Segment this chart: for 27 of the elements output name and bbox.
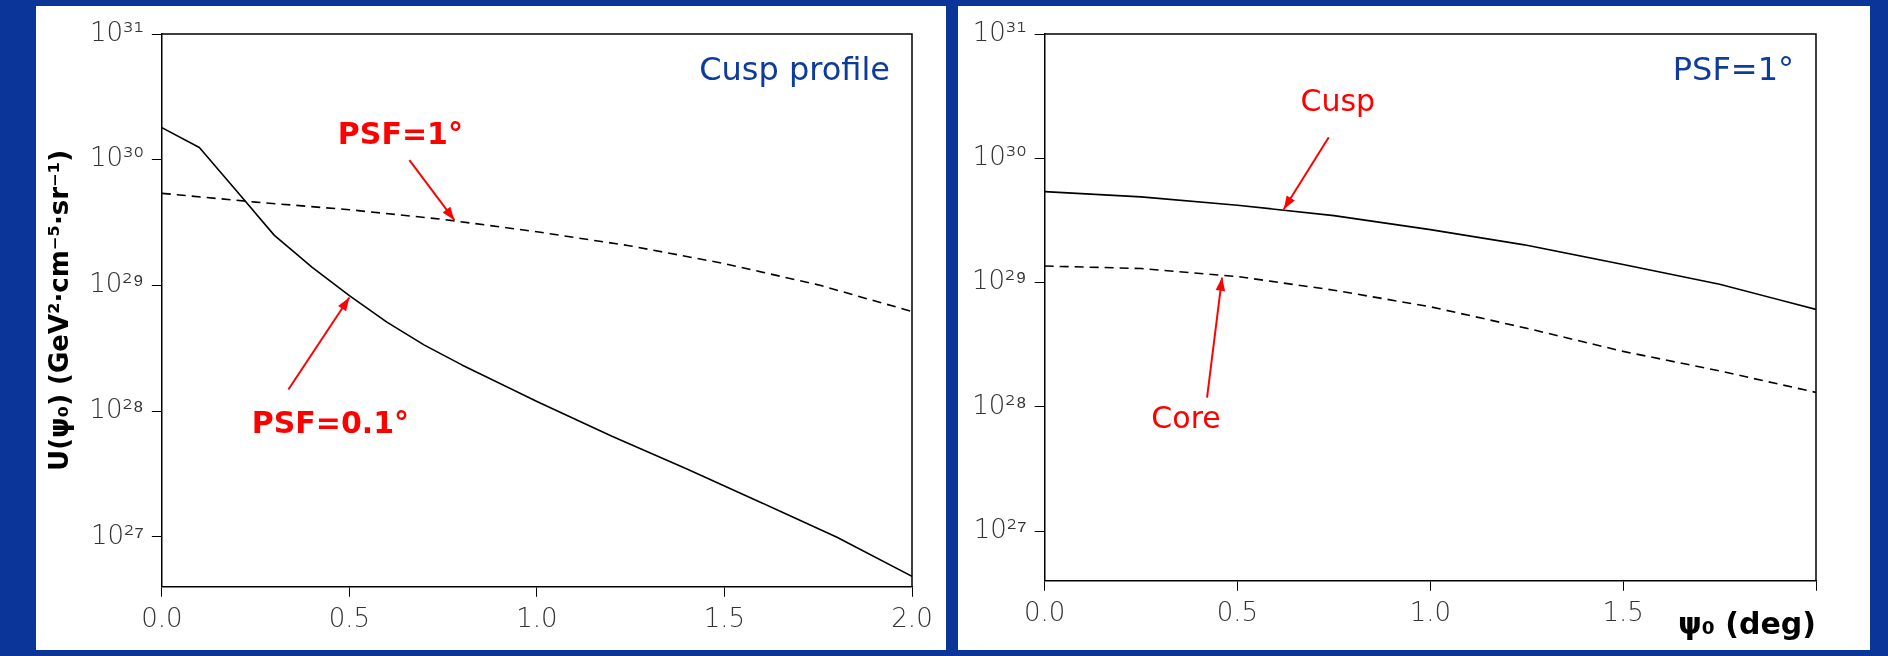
y-tick-label: 10²⁸ — [89, 393, 144, 424]
x-tick-label: 1.5 — [703, 603, 746, 634]
x-tick-label: 1.0 — [1409, 597, 1451, 628]
annotation: Cusp — [1300, 82, 1376, 118]
x-tick-label: 1.0 — [516, 603, 558, 634]
y-tick-label: 10³¹ — [972, 16, 1027, 47]
y-tick-label: 10²⁸ — [972, 389, 1027, 420]
text: Cusp profile — [699, 50, 890, 89]
x-tick-label: 0.0 — [141, 603, 183, 634]
x-tick-label: 1.5 — [1602, 597, 1644, 628]
x-tick-label: 0.0 — [1023, 597, 1066, 628]
x-tick-label: 2.0 — [891, 603, 933, 634]
y-tick-label: 10³⁰ — [89, 142, 144, 173]
x-tick-label: 0.5 — [328, 603, 371, 634]
x-axis-title: ψ₀ (deg) — [1677, 605, 1816, 641]
y-tick-label: 10²⁷ — [973, 514, 1027, 545]
y-tick-label: 10³⁰ — [972, 141, 1027, 172]
y-tick-label: 10²⁹ — [972, 265, 1027, 296]
y-tick-label: 10³¹ — [89, 16, 144, 47]
annotation: PSF=0.1° — [251, 405, 410, 441]
annotation: Core — [1151, 400, 1221, 436]
annotation: PSF=1° — [337, 116, 463, 152]
y-tick-label: 10²⁹ — [89, 268, 144, 299]
y-tick-label: 10²⁷ — [90, 519, 144, 550]
y-axis-title: U(ψ₀) (GeV²·cm⁻⁵·sr⁻¹) — [44, 149, 75, 471]
text: PSF=1° — [1672, 50, 1794, 89]
x-tick-label: 0.5 — [1216, 597, 1259, 628]
